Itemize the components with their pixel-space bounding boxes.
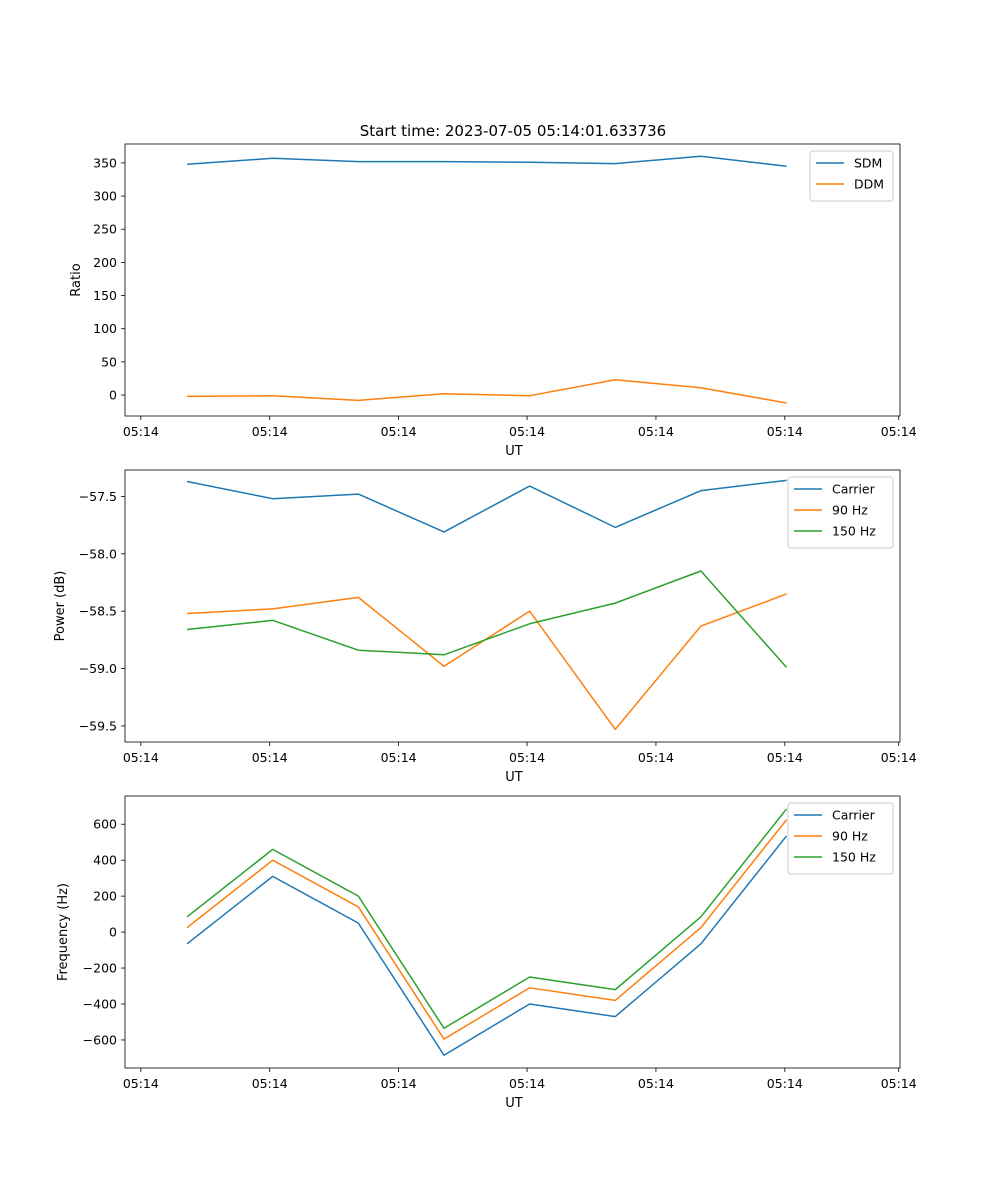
x-tick-label: 05:14 — [638, 424, 674, 439]
legend-label: 90 Hz — [832, 829, 868, 844]
axes-frame — [124, 143, 901, 417]
legend-label: DDM — [854, 177, 884, 192]
y-tick-label: −200 — [83, 961, 117, 976]
legend: SDM DDM — [809, 150, 894, 202]
y-tick-label: 150 — [93, 288, 117, 303]
x-tick-label: 05:14 — [509, 424, 545, 439]
x-tick-label: 05:14 — [123, 750, 159, 765]
y-axis-label: Ratio — [69, 263, 84, 296]
x-axis-label: UT — [505, 1096, 523, 1111]
x-tick-label: 05:14 — [638, 1076, 674, 1091]
y-tick-label: 600 — [93, 817, 117, 832]
y-tick-label: 300 — [93, 189, 117, 204]
y-tick-label: 350 — [93, 155, 117, 170]
y-tick-label: 250 — [93, 222, 117, 237]
series-line-ddm — [187, 379, 787, 404]
x-tick-label: 05:14 — [509, 1076, 545, 1091]
x-tick-label: 05:14 — [881, 1076, 917, 1091]
y-tick-label: 200 — [93, 255, 117, 270]
axes-frame — [124, 469, 901, 743]
x-tick-label: 05:14 — [638, 750, 674, 765]
y-axis-label: Power (dB) — [53, 571, 68, 642]
x-tick-label: 05:14 — [252, 424, 288, 439]
x-tick-label: 05:14 — [252, 750, 288, 765]
figure-title: Start time: 2023-07-05 05:14:01.633736 — [360, 122, 666, 140]
x-tick-label: 05:14 — [767, 750, 803, 765]
legend-label: Carrier — [832, 808, 876, 823]
series-line-150-hz — [187, 570, 788, 668]
y-tick-label: 200 — [93, 889, 117, 904]
y-tick-label: −59.0 — [79, 661, 117, 676]
x-tick-label: 05:14 — [123, 424, 159, 439]
x-tick-label: 05:14 — [123, 1076, 159, 1091]
legend-label: Carrier — [832, 482, 876, 497]
x-tick-label: 05:14 — [881, 750, 917, 765]
legend: Carrier 90 Hz 150 Hz — [787, 476, 894, 549]
x-tick-label: 05:14 — [767, 424, 803, 439]
x-tick-label: 05:14 — [381, 1076, 417, 1091]
subplots: 05:14 05:14 05:14 05:14 05:14 05:14 05:14 0 50 10… — [53, 143, 917, 1111]
x-tick-label: 05:14 — [509, 750, 545, 765]
x-tick-label: 05:14 — [381, 424, 417, 439]
y-tick-label: −600 — [83, 1032, 117, 1047]
y-tick-label: 100 — [93, 321, 117, 336]
y-axis-label: Frequency (Hz) — [56, 883, 71, 981]
x-tick-label: 05:14 — [767, 1076, 803, 1091]
y-tick-label: −58.0 — [79, 546, 117, 561]
legend-label: 150 Hz — [832, 850, 876, 865]
y-tick-label: −58.5 — [79, 604, 117, 619]
x-tick-label: 05:14 — [881, 424, 917, 439]
series-line-carrier — [186, 835, 788, 1056]
y-tick-label: 0 — [109, 388, 117, 403]
subplot-1: 05:14 05:14 05:14 05:14 05:14 05:14 05:14 0 50 10… — [69, 143, 917, 459]
y-tick-label: −57.5 — [79, 489, 117, 504]
subplot-2: 05:14 05:14 05:14 05:14 05:14 05:14 05:14 −59.5… — [53, 469, 917, 785]
x-axis-label: UT — [505, 770, 523, 785]
series-line-90-hz — [186, 819, 788, 1040]
legend-label: 150 Hz — [832, 524, 876, 539]
legend: Carrier 90 Hz 150 Hz — [787, 802, 894, 875]
subplot-3: 05:14 05:14 05:14 05:14 05:14 05:14 05:14 −600 −… — [56, 795, 917, 1111]
x-tick-label: 05:14 — [381, 750, 417, 765]
y-tick-label: −400 — [83, 997, 117, 1012]
y-tick-label: −59.5 — [79, 718, 117, 733]
series-line-carrier — [186, 479, 787, 533]
series-line-150-hz — [186, 808, 788, 1030]
x-tick-label: 05:14 — [252, 1076, 288, 1091]
legend-label: 90 Hz — [832, 503, 868, 518]
y-tick-label: 50 — [101, 354, 117, 369]
legend-label: SDM — [854, 156, 882, 171]
y-tick-label: 400 — [93, 853, 117, 868]
x-axis-label: UT — [505, 444, 523, 459]
series-line-sdm — [187, 155, 787, 167]
y-tick-label: 0 — [109, 925, 117, 940]
